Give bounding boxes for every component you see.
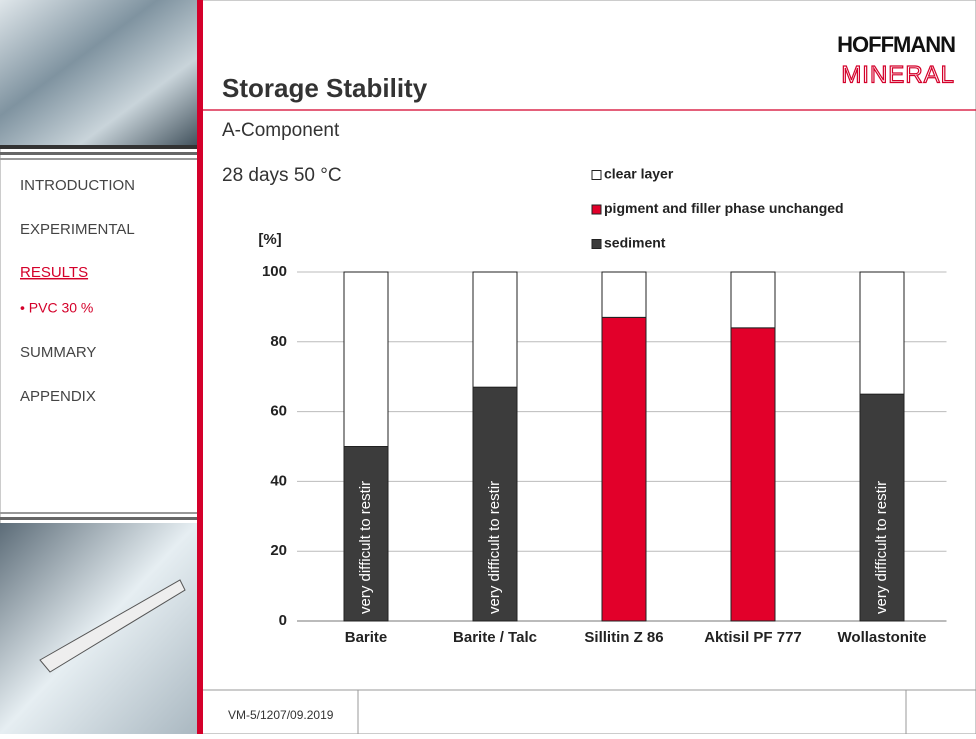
bar-annotation: very difficult to restir	[486, 481, 503, 614]
y-axis-label: [%]	[258, 231, 281, 248]
y-tick-label: 0	[279, 612, 287, 629]
x-tick-label: Sillitin Z 86	[584, 629, 663, 646]
bar-segment	[730, 271, 776, 329]
legend-label: clear layer	[604, 166, 674, 182]
nav-item: INTRODUCTION	[20, 177, 135, 194]
red-divider	[197, 0, 203, 734]
y-tick-label: 80	[270, 333, 287, 350]
bar-segment	[472, 386, 518, 622]
bar-segment	[859, 271, 905, 395]
legend-label: sediment	[604, 235, 666, 251]
stripe	[0, 152, 197, 155]
logo-top: HOFFMANN	[837, 32, 955, 57]
bar-segment	[601, 316, 647, 622]
nav-item: APPENDIX	[20, 388, 96, 405]
y-tick-label: 100	[262, 263, 287, 280]
x-tick-label: Barite	[345, 629, 388, 646]
logo-bottom: MINERAL	[841, 61, 955, 88]
stripe	[0, 145, 197, 149]
train	[39, 579, 186, 673]
top-image	[0, 0, 197, 145]
footer-code: VM-5/1207/09.2019	[228, 708, 334, 722]
bar-annotation: very difficult to restir	[873, 481, 890, 614]
x-tick-label: Barite / Talc	[453, 629, 537, 646]
stripe	[0, 158, 197, 160]
subtitle: A-Component	[222, 120, 340, 141]
x-tick-label: Aktisil PF 777	[704, 629, 802, 646]
y-tick-label: 20	[270, 542, 287, 559]
bar-segment	[343, 271, 389, 447]
bar-segment	[730, 327, 776, 622]
x-tick-label: Wollastonite	[838, 629, 927, 646]
nav-item: • PVC 30 %	[20, 300, 93, 316]
legend-swatch	[591, 170, 602, 180]
bar-segment	[472, 271, 518, 388]
nav-item: EXPERIMENTAL	[20, 221, 135, 238]
stripe	[0, 512, 197, 514]
y-tick-label: 60	[270, 403, 287, 420]
nav-item: SUMMARY	[20, 344, 96, 361]
nav-item: RESULTS	[20, 264, 88, 281]
y-tick-label: 40	[270, 472, 287, 489]
bar-segment	[859, 393, 905, 622]
title: Storage Stability	[222, 73, 428, 103]
legend-label: pigment and filler phase unchanged	[604, 200, 844, 216]
stripe	[0, 517, 197, 520]
legend-swatch	[591, 204, 602, 215]
condition: 28 days 50 °C	[222, 165, 342, 186]
bar-segment	[601, 271, 647, 318]
bar-segment	[343, 446, 389, 622]
bar-annotation: very difficult to restir	[357, 481, 374, 614]
legend-swatch	[591, 239, 602, 249]
